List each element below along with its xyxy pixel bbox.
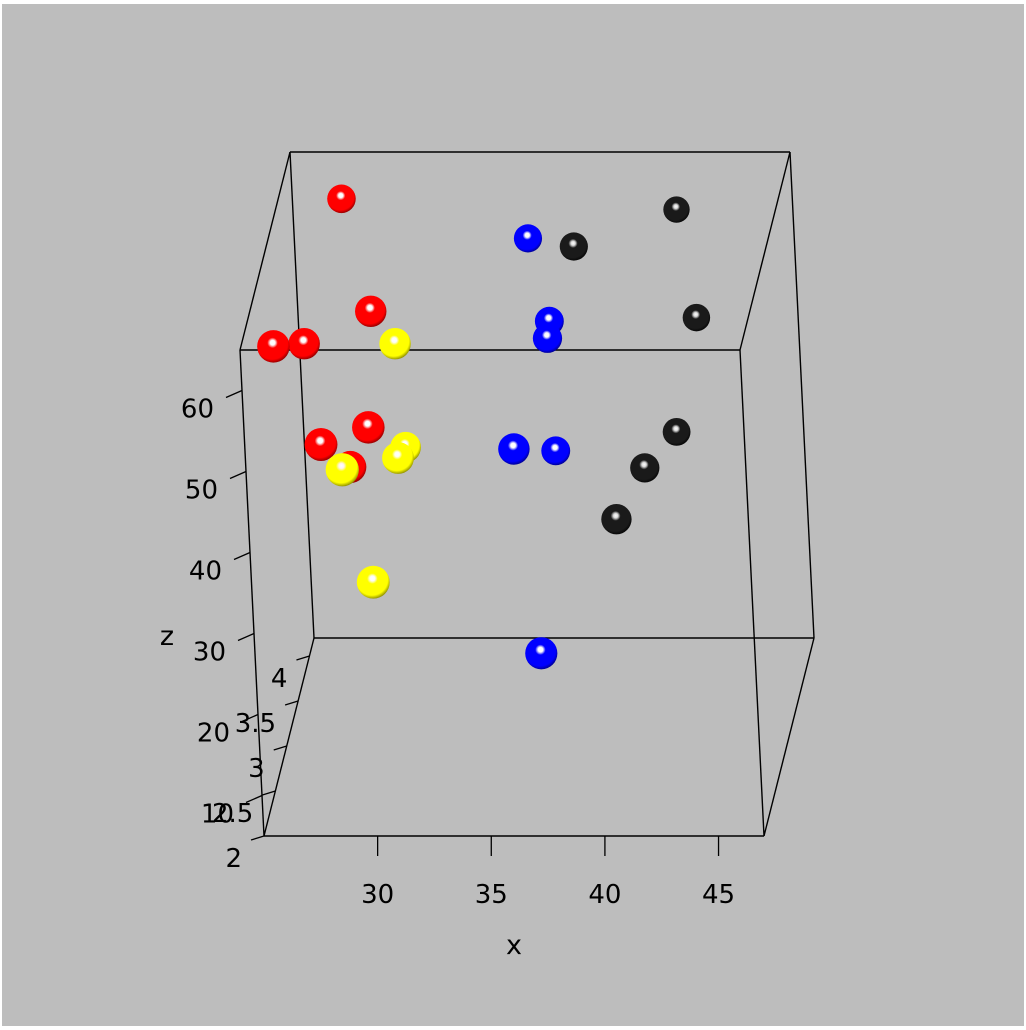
data-point-sphere xyxy=(559,232,588,261)
y-tick-label: 2.5 xyxy=(212,799,253,829)
z-tick-label: 60 xyxy=(181,395,214,425)
data-point-sphere xyxy=(663,196,690,223)
data-point-sphere xyxy=(662,417,691,446)
data-point-sphere xyxy=(288,327,320,360)
y-tick xyxy=(262,790,276,796)
data-point-sphere xyxy=(601,504,632,535)
data-point-sphere xyxy=(325,453,359,487)
data-points xyxy=(257,184,711,670)
y-tick xyxy=(296,655,310,661)
bbox-edge xyxy=(739,349,765,837)
x-tick-label: 35 xyxy=(475,880,508,910)
data-point-sphere xyxy=(304,428,338,461)
x-axis-title: x xyxy=(506,930,522,961)
x-tick-label: 30 xyxy=(361,880,394,910)
bounding-box xyxy=(239,151,815,837)
bbox-edge xyxy=(739,151,791,351)
axis-ticks xyxy=(225,389,720,856)
rgl-device-window[interactable]: 30 35 40 45 2 2.5 3 3.5 4 10 20 30 40 50 60 x z xyxy=(2,4,1024,1026)
data-point-sphere xyxy=(382,442,414,474)
data-point-sphere xyxy=(525,637,558,670)
z-tick xyxy=(229,470,247,480)
data-point-sphere xyxy=(532,323,563,353)
data-point-sphere xyxy=(355,295,387,328)
data-point-sphere xyxy=(498,433,530,465)
x-tick-label: 40 xyxy=(588,880,621,910)
data-point-sphere xyxy=(541,436,571,466)
data-point-sphere xyxy=(356,565,390,599)
3d-scatter-plot[interactable]: 30 35 40 45 2 2.5 3 3.5 4 10 20 30 40 50 60 x z xyxy=(2,4,1024,1026)
bbox-edge xyxy=(763,637,815,837)
z-tick-label: 40 xyxy=(189,557,222,587)
z-tick-label: 10 xyxy=(201,800,234,830)
y-tick-label: 3.5 xyxy=(235,709,276,739)
bbox-edge xyxy=(789,151,815,639)
y-tick xyxy=(284,700,299,706)
y-tick xyxy=(250,835,265,841)
bbox-edge xyxy=(289,151,315,639)
y-tick-label: 3 xyxy=(248,754,265,784)
x-tick-label: 45 xyxy=(702,880,735,910)
y-tick xyxy=(273,745,287,751)
data-point-sphere xyxy=(630,453,660,483)
data-point-sphere xyxy=(513,224,543,253)
bbox-edge xyxy=(239,349,265,837)
axis-tick-labels: 30 35 40 45 2 2.5 3 3.5 4 10 20 30 40 50 60 xyxy=(181,395,735,911)
y-tick-label: 4 xyxy=(271,664,288,694)
z-tick-label: 50 xyxy=(185,476,218,506)
bbox-edge xyxy=(263,637,315,837)
data-point-sphere xyxy=(682,303,711,332)
z-tick-label: 30 xyxy=(193,638,226,668)
y-tick-label: 2 xyxy=(225,844,242,874)
data-point-sphere xyxy=(257,330,290,363)
z-tick xyxy=(237,632,255,642)
bbox-edge xyxy=(239,151,291,351)
z-tick xyxy=(233,551,251,561)
z-tick xyxy=(225,389,243,399)
data-point-sphere xyxy=(379,327,411,360)
z-tick xyxy=(241,713,259,723)
z-tick xyxy=(245,794,263,804)
z-axis-title: z xyxy=(160,621,174,652)
data-point-sphere xyxy=(327,184,356,214)
data-point-sphere xyxy=(352,411,385,444)
z-tick-label: 20 xyxy=(197,719,230,749)
